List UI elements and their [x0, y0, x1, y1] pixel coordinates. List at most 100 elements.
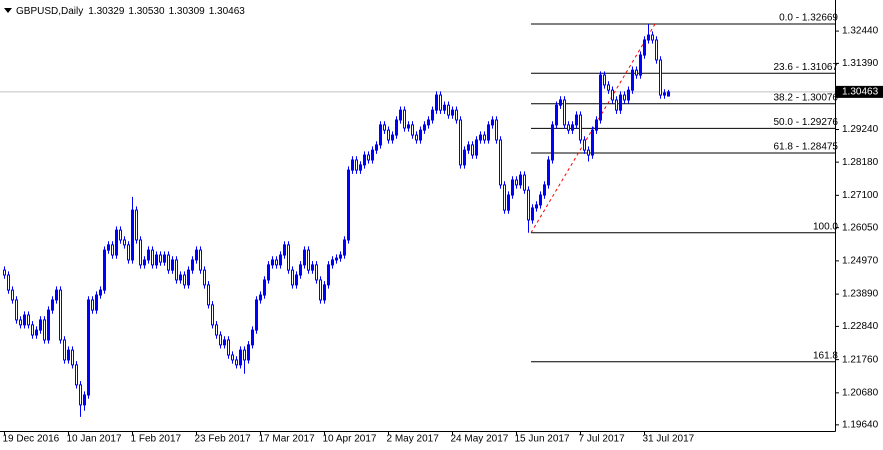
candle-body: [631, 69, 634, 91]
candle-body: [327, 264, 330, 286]
candle-body: [399, 109, 402, 121]
candle-body: [183, 274, 186, 286]
plot-area: 0.0 - 1.32669 23.6 - 1.31067 38.2 - 1.3007…: [0, 13, 838, 417]
current-price-box: [836, 85, 883, 98]
candle-body: [391, 134, 394, 141]
candle-body: [279, 254, 282, 266]
candle-body: [515, 179, 518, 186]
candle-body: [419, 129, 422, 141]
candle-body: [491, 119, 494, 126]
y-tick-label: 1.28180: [842, 157, 879, 168]
y-tick-label: 1.19640: [842, 419, 879, 430]
candle-body: [459, 119, 462, 166]
candle-body: [467, 144, 470, 151]
candle-body: [627, 89, 630, 101]
candle-body: [351, 159, 354, 171]
y-tick-label: 1.27100: [842, 190, 879, 201]
candle-body: [547, 159, 550, 186]
candle-body: [55, 289, 58, 301]
candle-body: [511, 179, 514, 196]
candle-body: [339, 254, 342, 259]
candle-body: [79, 384, 82, 406]
x-tick-label: 15 Jun 2017: [515, 434, 570, 445]
candle-body: [343, 239, 346, 256]
candle-body: [103, 249, 106, 291]
x-tick-label: 17 Mar 2017: [259, 434, 316, 445]
candle-body: [7, 274, 10, 291]
candle-body: [427, 119, 430, 126]
candle-body: [167, 254, 170, 271]
candle-body: [543, 184, 546, 196]
candle-body: [63, 339, 66, 361]
candle-body: [375, 144, 378, 151]
candle-body: [155, 254, 158, 266]
y-tick-label: 1.23890: [842, 289, 879, 300]
header-low: 1.30309: [169, 6, 206, 17]
candle-body: [363, 154, 366, 166]
candle-body: [87, 299, 90, 396]
candle-body: [395, 119, 398, 136]
header-close: 1.30463: [209, 6, 246, 17]
candle-body: [47, 309, 50, 341]
candle-body: [551, 124, 554, 161]
candle-body: [283, 244, 286, 256]
candle-body: [647, 34, 650, 41]
candle-body: [191, 259, 194, 271]
x-tick-label: 7 Jul 2017: [579, 434, 626, 445]
candle-body: [119, 229, 122, 241]
candle-body: [115, 229, 118, 256]
candle-body: [431, 109, 434, 121]
candle-body: [135, 209, 138, 241]
candle-body: [479, 134, 482, 141]
candle-body: [131, 209, 134, 261]
candle-body: [127, 244, 130, 261]
candle-body: [499, 139, 502, 186]
candle-body: [483, 134, 486, 141]
candle-body: [39, 319, 42, 331]
y-tick-label: 1.20680: [842, 387, 879, 398]
candle-body: [451, 109, 454, 116]
fib-label: 0.0 - 1.32669: [779, 13, 838, 24]
symbol: GBPUSD,Daily: [16, 6, 83, 17]
candle-body: [595, 119, 598, 131]
candle-body: [667, 91, 670, 97]
candle-body: [299, 264, 302, 276]
candle-body: [587, 149, 590, 156]
candle-body: [247, 344, 250, 361]
candle-body: [507, 194, 510, 211]
current-price-label: 1.30463: [842, 87, 879, 98]
candle-body: [527, 189, 530, 221]
candle-body: [559, 99, 562, 106]
candle-body: [619, 94, 622, 111]
candle-body: [203, 269, 206, 286]
candle-body: [227, 339, 230, 356]
candle-body: [235, 359, 238, 366]
candle-body: [43, 319, 46, 341]
candle-body: [415, 134, 418, 141]
y-tick-label: 1.26050: [842, 222, 879, 233]
candle-body: [423, 124, 426, 131]
candle-body: [319, 279, 322, 301]
candle-body: [35, 329, 38, 336]
candle-body: [27, 314, 30, 326]
candle-body: [443, 104, 446, 111]
menu-triangle[interactable]: [4, 8, 12, 13]
candle-body: [19, 319, 22, 326]
candle-body: [251, 329, 254, 346]
x-tick-label: 31 Jul 2017: [643, 434, 695, 445]
candle-body: [495, 119, 498, 141]
candle-body: [195, 249, 198, 261]
candle-body: [651, 34, 654, 41]
candle-body: [407, 124, 410, 129]
candle-body: [295, 274, 298, 286]
candle-body: [655, 39, 658, 61]
candle-body: [331, 259, 334, 266]
candle-body: [611, 89, 614, 101]
candle-body: [139, 239, 142, 266]
candle-body: [59, 289, 62, 341]
candle-body: [151, 249, 154, 266]
candle-body: [259, 294, 262, 301]
candle-body: [179, 274, 182, 281]
candle-body: [435, 94, 438, 111]
